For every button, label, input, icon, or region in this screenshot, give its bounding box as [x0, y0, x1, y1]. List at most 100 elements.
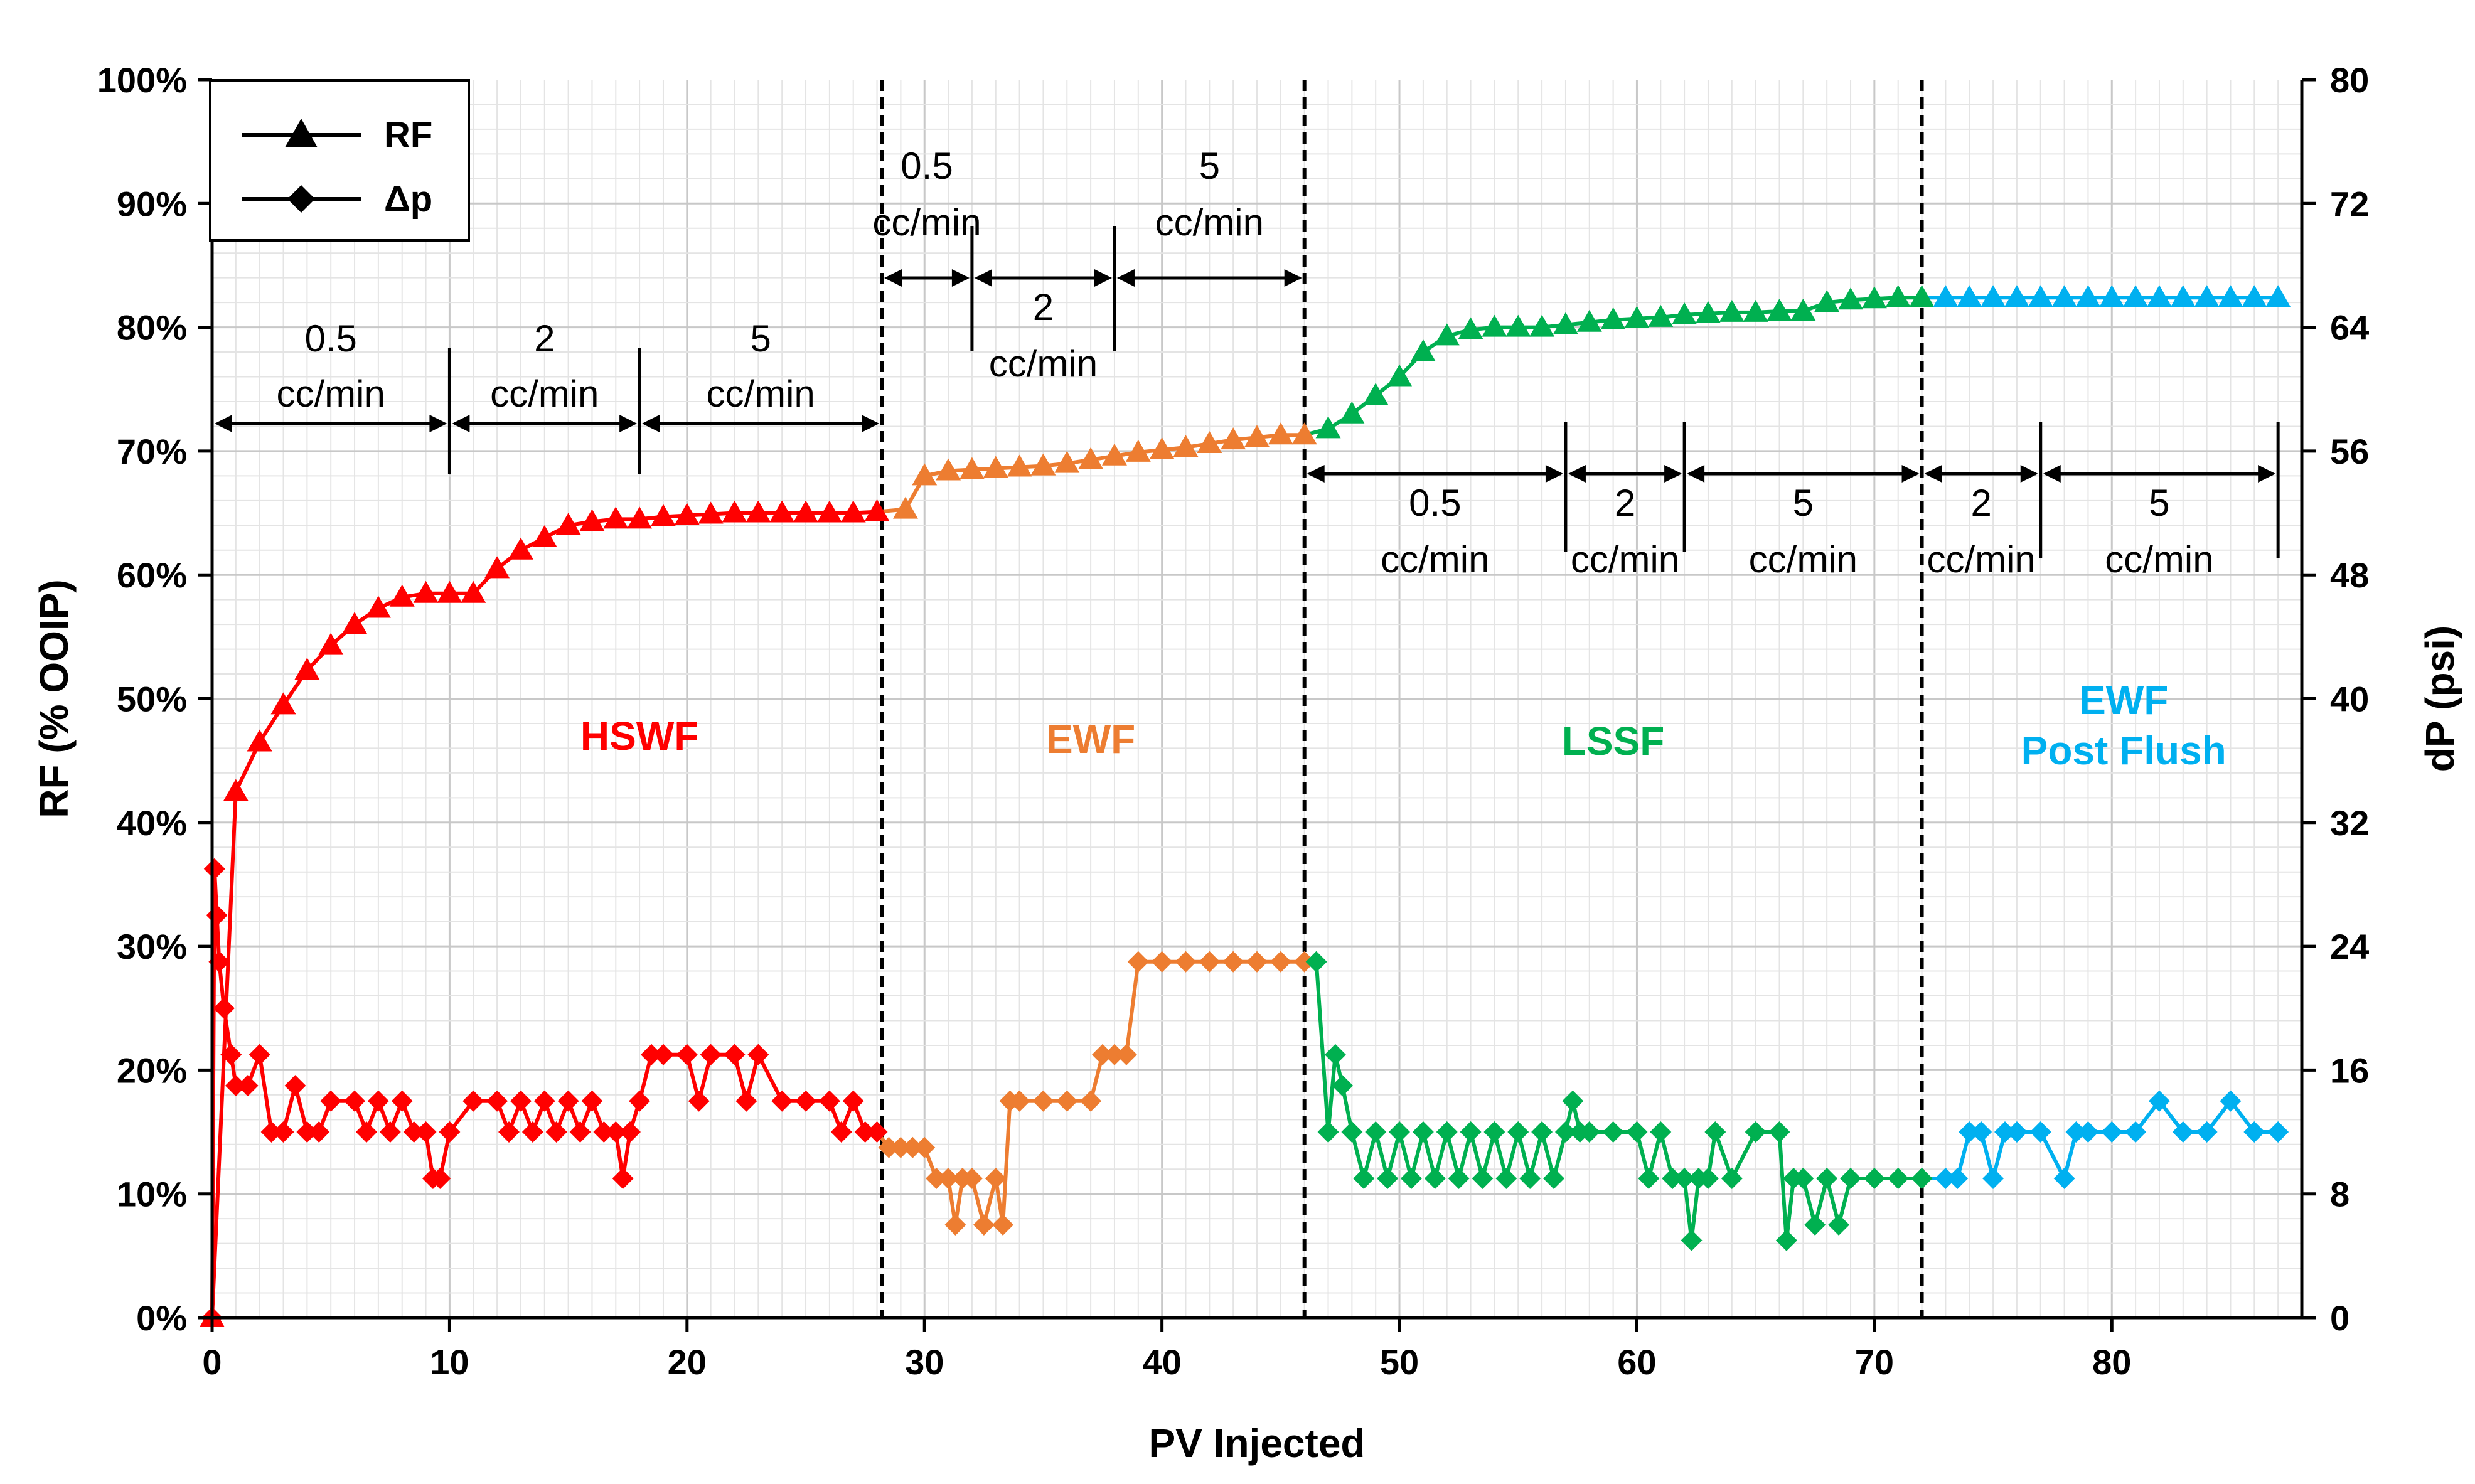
phase-label: EWF [1046, 717, 1135, 762]
dp-point [593, 1121, 615, 1143]
rf-point [1909, 285, 1935, 307]
rate-value-label: 2 [1033, 286, 1054, 328]
dp-point [1008, 1090, 1030, 1112]
dp-point [985, 1168, 1007, 1190]
dp-point [1775, 1229, 1797, 1251]
dp-point [992, 1214, 1014, 1236]
dp-point [391, 1090, 413, 1112]
dp-point [1056, 1090, 1078, 1112]
dp-point [2196, 1121, 2218, 1143]
dp-point [1448, 1168, 1470, 1190]
dp-point [498, 1121, 520, 1143]
dp-point [203, 858, 225, 880]
dp-point [1792, 1168, 1814, 1190]
rf-point [270, 692, 296, 715]
dp-point [747, 1044, 769, 1065]
dp-line-segment [1124, 959, 1140, 1057]
dp-point [1151, 951, 1173, 973]
dp-point [439, 1121, 461, 1143]
dp-point [1804, 1214, 1826, 1236]
x-tick-label: 10 [430, 1342, 469, 1382]
dp-point [652, 1044, 674, 1065]
rate-arrow-head [2043, 465, 2061, 483]
dp-point [1332, 1075, 1354, 1097]
dp-point [700, 1044, 722, 1065]
dp-point [379, 1121, 401, 1143]
rate-arrow-head [1687, 465, 1705, 483]
rf-point [1861, 286, 1887, 309]
dp-point [1863, 1168, 1885, 1190]
rf-point [1482, 314, 1507, 337]
y-right-tick-label: 32 [2330, 803, 2369, 843]
rf-point [722, 500, 747, 523]
y-right-tick-label: 72 [2330, 184, 2369, 223]
dp-point [2053, 1168, 2075, 1190]
rf-point [247, 729, 272, 752]
dp-point [1080, 1090, 1102, 1112]
dp-point [1704, 1121, 1726, 1143]
dp-point [771, 1090, 793, 1112]
rf-point [627, 506, 653, 529]
rf-point [1790, 298, 1816, 321]
dp-point [208, 951, 230, 973]
rate-arrow-head [1568, 465, 1586, 483]
dp-point [415, 1121, 437, 1143]
rate-unit-label: cc/min [706, 373, 815, 415]
dp-point [284, 1075, 306, 1097]
rf-point [1672, 302, 1697, 324]
rf-point [1125, 439, 1151, 462]
rf-point [1197, 431, 1222, 454]
rf-point [793, 500, 819, 523]
rate-unit-label: cc/min [1381, 538, 1489, 580]
legend: RF Δp [209, 79, 470, 242]
rf-point [579, 509, 605, 531]
dp-point [1519, 1168, 1541, 1190]
rf-point [2242, 285, 2267, 307]
x-tick-label: 40 [1142, 1342, 1181, 1382]
rate-value-label: 2 [1970, 482, 1991, 524]
dp-point [1840, 1168, 1862, 1190]
dp-point [724, 1044, 746, 1065]
dp-point [612, 1168, 634, 1190]
dp-point [1507, 1121, 1529, 1143]
dp-point [2065, 1121, 2087, 1143]
rate-arrow-head [642, 415, 660, 432]
rate-arrow-head [974, 269, 992, 287]
dp-point [2029, 1121, 2051, 1143]
rate-arrow-head [1545, 465, 1563, 483]
rf-point [389, 584, 415, 607]
rate-arrow-head [884, 269, 902, 287]
dp-point [2220, 1090, 2242, 1112]
rf-point [223, 779, 249, 801]
rf-point [1101, 443, 1127, 466]
dp-point [355, 1121, 377, 1143]
rf-point [508, 537, 533, 560]
rf-point [1363, 383, 1389, 405]
dp-point [308, 1121, 330, 1143]
rate-arrow-head [1924, 465, 1942, 483]
dp-point [878, 1136, 900, 1158]
dp-point [1935, 1168, 1957, 1190]
dp-point [237, 1075, 259, 1097]
dp-point [1562, 1090, 1584, 1112]
phase-label: LSSF [1562, 718, 1665, 764]
rate-unit-label: cc/min [872, 201, 981, 243]
rf-point [769, 500, 795, 523]
rate-arrow-head [452, 415, 470, 432]
rate-value-label: 2 [1615, 482, 1635, 524]
dp-point [272, 1121, 294, 1143]
dp-point [735, 1090, 757, 1112]
dp-point [569, 1121, 591, 1143]
rf-point [983, 456, 1008, 478]
rf-point [1600, 307, 1626, 329]
rate-unit-label: cc/min [989, 343, 1098, 385]
dp-point [1460, 1121, 1482, 1143]
rf-point [437, 580, 462, 603]
rf-point [1315, 416, 1341, 439]
dp-point [1887, 1168, 1909, 1190]
y-axis-left-title: RF (% OOIP) [31, 579, 77, 818]
dp-point [1970, 1121, 1992, 1143]
dp-point [1638, 1168, 1660, 1190]
dp-point [605, 1121, 627, 1143]
